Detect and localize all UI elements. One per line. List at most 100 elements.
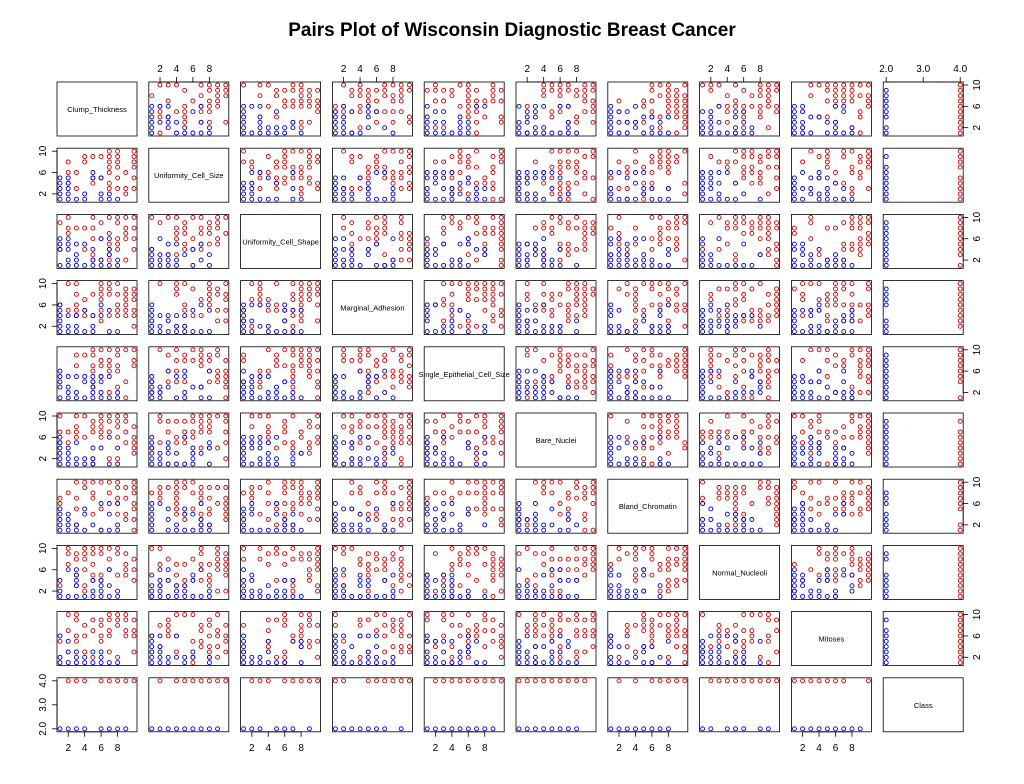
data-point-malignant <box>282 418 288 424</box>
data-point-benign <box>549 649 555 655</box>
data-point-benign <box>424 456 430 462</box>
data-point-benign <box>98 257 104 263</box>
data-point-benign <box>441 527 447 533</box>
data-point-malignant <box>306 374 312 379</box>
data-point-malignant <box>849 545 855 551</box>
data-point-malignant <box>106 390 112 395</box>
data-point-benign <box>649 125 655 131</box>
data-point-malignant <box>641 424 647 430</box>
data-point-malignant <box>398 644 404 650</box>
data-point-malignant <box>131 633 137 639</box>
data-point-benign <box>241 588 247 594</box>
data-point-malignant <box>800 413 806 419</box>
panel-9-3 <box>331 677 413 733</box>
data-point-malignant <box>206 286 212 292</box>
data-point-benign <box>365 593 371 599</box>
x-tick-label: 4.0 <box>953 64 967 75</box>
data-point-malignant <box>357 93 363 99</box>
data-point-malignant <box>406 424 412 430</box>
data-point-benign <box>449 307 455 313</box>
panel-2-4 <box>423 213 505 269</box>
data-point-malignant <box>357 352 363 358</box>
x-tick-label: 6 <box>741 64 747 75</box>
data-point-malignant <box>123 612 129 618</box>
data-point-malignant <box>98 622 104 628</box>
data-point-benign <box>382 390 388 395</box>
data-point-malignant <box>106 358 112 363</box>
data-point-benign <box>57 329 63 335</box>
data-point-benign <box>708 726 714 732</box>
data-point-malignant <box>649 154 655 159</box>
data-point-benign <box>733 196 738 202</box>
data-point-malignant <box>733 649 738 655</box>
data-point-malignant <box>115 424 121 430</box>
data-point-benign <box>800 379 806 385</box>
data-point-malignant <box>165 556 171 562</box>
data-point-malignant <box>65 551 71 557</box>
data-point-malignant <box>182 241 188 247</box>
data-point-malignant <box>757 180 763 186</box>
data-point-benign <box>390 196 396 202</box>
data-point-benign <box>424 527 430 533</box>
data-point-malignant <box>541 82 547 88</box>
data-point-malignant <box>849 225 855 231</box>
data-point-benign <box>57 593 63 599</box>
data-point-benign <box>657 368 663 374</box>
data-point-benign <box>608 572 614 578</box>
data-point-malignant <box>441 159 447 165</box>
data-point-malignant <box>98 424 104 430</box>
data-point-benign <box>616 379 622 385</box>
data-point-malignant <box>182 103 188 109</box>
data-point-benign <box>641 257 647 263</box>
data-point-malignant <box>682 551 688 557</box>
data-point-malignant <box>808 281 814 287</box>
data-point-benign <box>432 119 438 125</box>
data-point-benign <box>724 196 730 202</box>
data-point-malignant <box>115 678 121 684</box>
data-point-malignant <box>808 214 814 220</box>
data-point-malignant <box>457 678 463 684</box>
data-point-malignant <box>406 418 412 424</box>
data-point-benign <box>332 654 338 660</box>
data-point-malignant <box>582 230 588 236</box>
data-point-malignant <box>482 297 488 303</box>
data-point-malignant <box>833 545 838 551</box>
data-point-malignant <box>198 246 204 252</box>
data-point-benign <box>241 302 247 308</box>
data-point-malignant <box>223 395 229 401</box>
data-point-malignant <box>708 291 714 297</box>
data-point-benign <box>106 374 112 379</box>
data-point-malignant <box>315 551 321 557</box>
data-point-malignant <box>733 622 738 628</box>
data-point-malignant <box>457 170 463 175</box>
data-point-malignant <box>733 490 738 496</box>
data-point-malignant <box>957 450 963 456</box>
data-point-malignant <box>841 180 847 186</box>
data-point-benign <box>65 395 71 401</box>
data-point-benign <box>716 522 722 528</box>
data-point-benign <box>249 501 255 506</box>
data-point-malignant <box>465 429 471 435</box>
data-point-benign <box>241 379 247 385</box>
data-point-benign <box>190 246 196 252</box>
data-point-benign <box>265 390 271 395</box>
data-point-benign <box>115 196 121 202</box>
data-point-malignant <box>665 236 671 242</box>
data-point-benign <box>257 170 263 175</box>
data-point-malignant <box>131 527 137 533</box>
data-point-benign <box>98 374 104 379</box>
data-point-benign <box>649 329 655 335</box>
data-point-malignant <box>90 495 96 501</box>
data-point-malignant <box>115 220 121 226</box>
data-point-malignant <box>774 148 780 154</box>
data-point-malignant <box>474 180 479 186</box>
data-point-malignant <box>406 649 412 655</box>
data-point-benign <box>149 390 155 395</box>
panel-0-2 <box>240 81 322 137</box>
data-point-benign <box>441 517 447 522</box>
data-point-malignant <box>482 588 488 594</box>
data-point-malignant <box>73 170 79 175</box>
data-point-malignant <box>290 440 296 446</box>
data-point-malignant <box>865 358 871 363</box>
